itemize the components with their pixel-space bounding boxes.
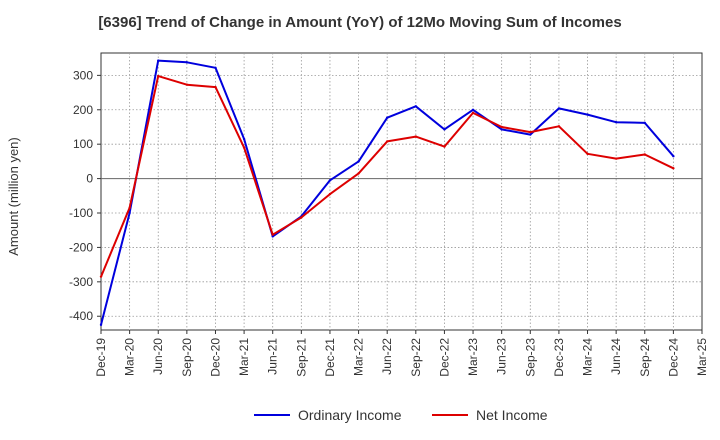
series-2-point [557, 125, 561, 128]
legend-label-1: Ordinary Income [298, 407, 402, 423]
x-tick-label: Jun-21 [266, 338, 280, 375]
series-2-point [242, 146, 246, 149]
series-1-point [157, 59, 160, 62]
series-2-point [157, 74, 160, 78]
series-1-point [328, 179, 332, 182]
series-1-point [557, 107, 561, 110]
y-axis-title: Amount (million yen) [6, 137, 21, 256]
series-2-point [471, 111, 475, 115]
series-2-point [185, 83, 189, 86]
series-1-point [614, 120, 618, 124]
series-1-point [500, 128, 503, 131]
x-tick-label: Sep-23 [523, 338, 537, 377]
series-2-point [385, 140, 389, 143]
x-tick-label: Mar-25 [695, 338, 709, 376]
series-1-point [242, 137, 246, 141]
plot-frame [100, 52, 703, 331]
series-2-point [414, 135, 418, 138]
x-tick-label: Dec-19 [94, 338, 108, 377]
y-tick-label: -200 [69, 240, 93, 254]
y-tick-label: 300 [73, 68, 93, 82]
series-1-point [586, 113, 589, 116]
series-1-point [271, 235, 274, 238]
series-2-point [271, 233, 274, 236]
x-tick-label: Mar-20 [123, 338, 137, 376]
x-tick-label: Mar-21 [237, 338, 251, 376]
x-tick-label: Dec-21 [323, 338, 337, 377]
series-1-point [529, 133, 532, 136]
series-2-point [357, 172, 360, 175]
y-tick-label: 200 [73, 103, 93, 117]
series-1-point [185, 61, 189, 64]
series-2-point [328, 192, 332, 196]
x-tick-label: Jun-22 [380, 338, 394, 375]
x-tick-label: Mar-23 [466, 338, 480, 376]
series-1-point [128, 211, 131, 215]
x-tick-label: Sep-24 [638, 338, 652, 377]
series-1-point [414, 105, 418, 108]
series-2-point [128, 206, 131, 210]
series-1-point [214, 66, 217, 69]
series-1-point [471, 108, 475, 111]
series-1-point [385, 116, 389, 119]
y-tick-label: -300 [69, 275, 93, 289]
y-tick-label: -100 [69, 206, 93, 220]
x-tick-label: Jun-20 [151, 338, 165, 375]
y-tick-label: -400 [69, 309, 93, 323]
x-tick-label: Sep-20 [180, 338, 194, 377]
y-tick-label: 100 [73, 137, 93, 151]
series-2-point [529, 130, 532, 134]
x-tick-label: Sep-21 [294, 338, 308, 377]
series-2-point [643, 153, 646, 156]
series-2-point [99, 275, 103, 278]
series-1-point [672, 155, 675, 158]
x-tick-label: Mar-24 [581, 338, 595, 376]
x-tick-label: Dec-24 [666, 338, 680, 377]
x-tick-label: Dec-22 [437, 338, 451, 377]
series-2-point [586, 152, 589, 156]
series-2-point [300, 216, 303, 219]
series-1-point [443, 128, 446, 131]
series-2-point [614, 157, 618, 160]
series-1-point [99, 323, 103, 327]
y-tick-label: 0 [86, 172, 93, 186]
series-2-point [443, 145, 446, 148]
chart-title: [6396] Trend of Change in Amount (YoY) o… [98, 14, 622, 31]
series-1-point [643, 121, 646, 125]
x-tick-label: Dec-23 [552, 338, 566, 377]
x-tick-label: Jun-24 [609, 338, 623, 375]
x-tick-label: Dec-20 [208, 338, 222, 377]
series-2-point [672, 167, 675, 170]
x-tick-label: Jun-23 [495, 338, 509, 375]
series-2-point [214, 85, 217, 89]
series-2-point [500, 125, 503, 129]
x-tick-label: Mar-22 [352, 338, 366, 376]
x-tick-label: Sep-22 [409, 338, 423, 377]
series-1-point [357, 160, 360, 163]
legend-label-2: Net Income [476, 407, 548, 423]
